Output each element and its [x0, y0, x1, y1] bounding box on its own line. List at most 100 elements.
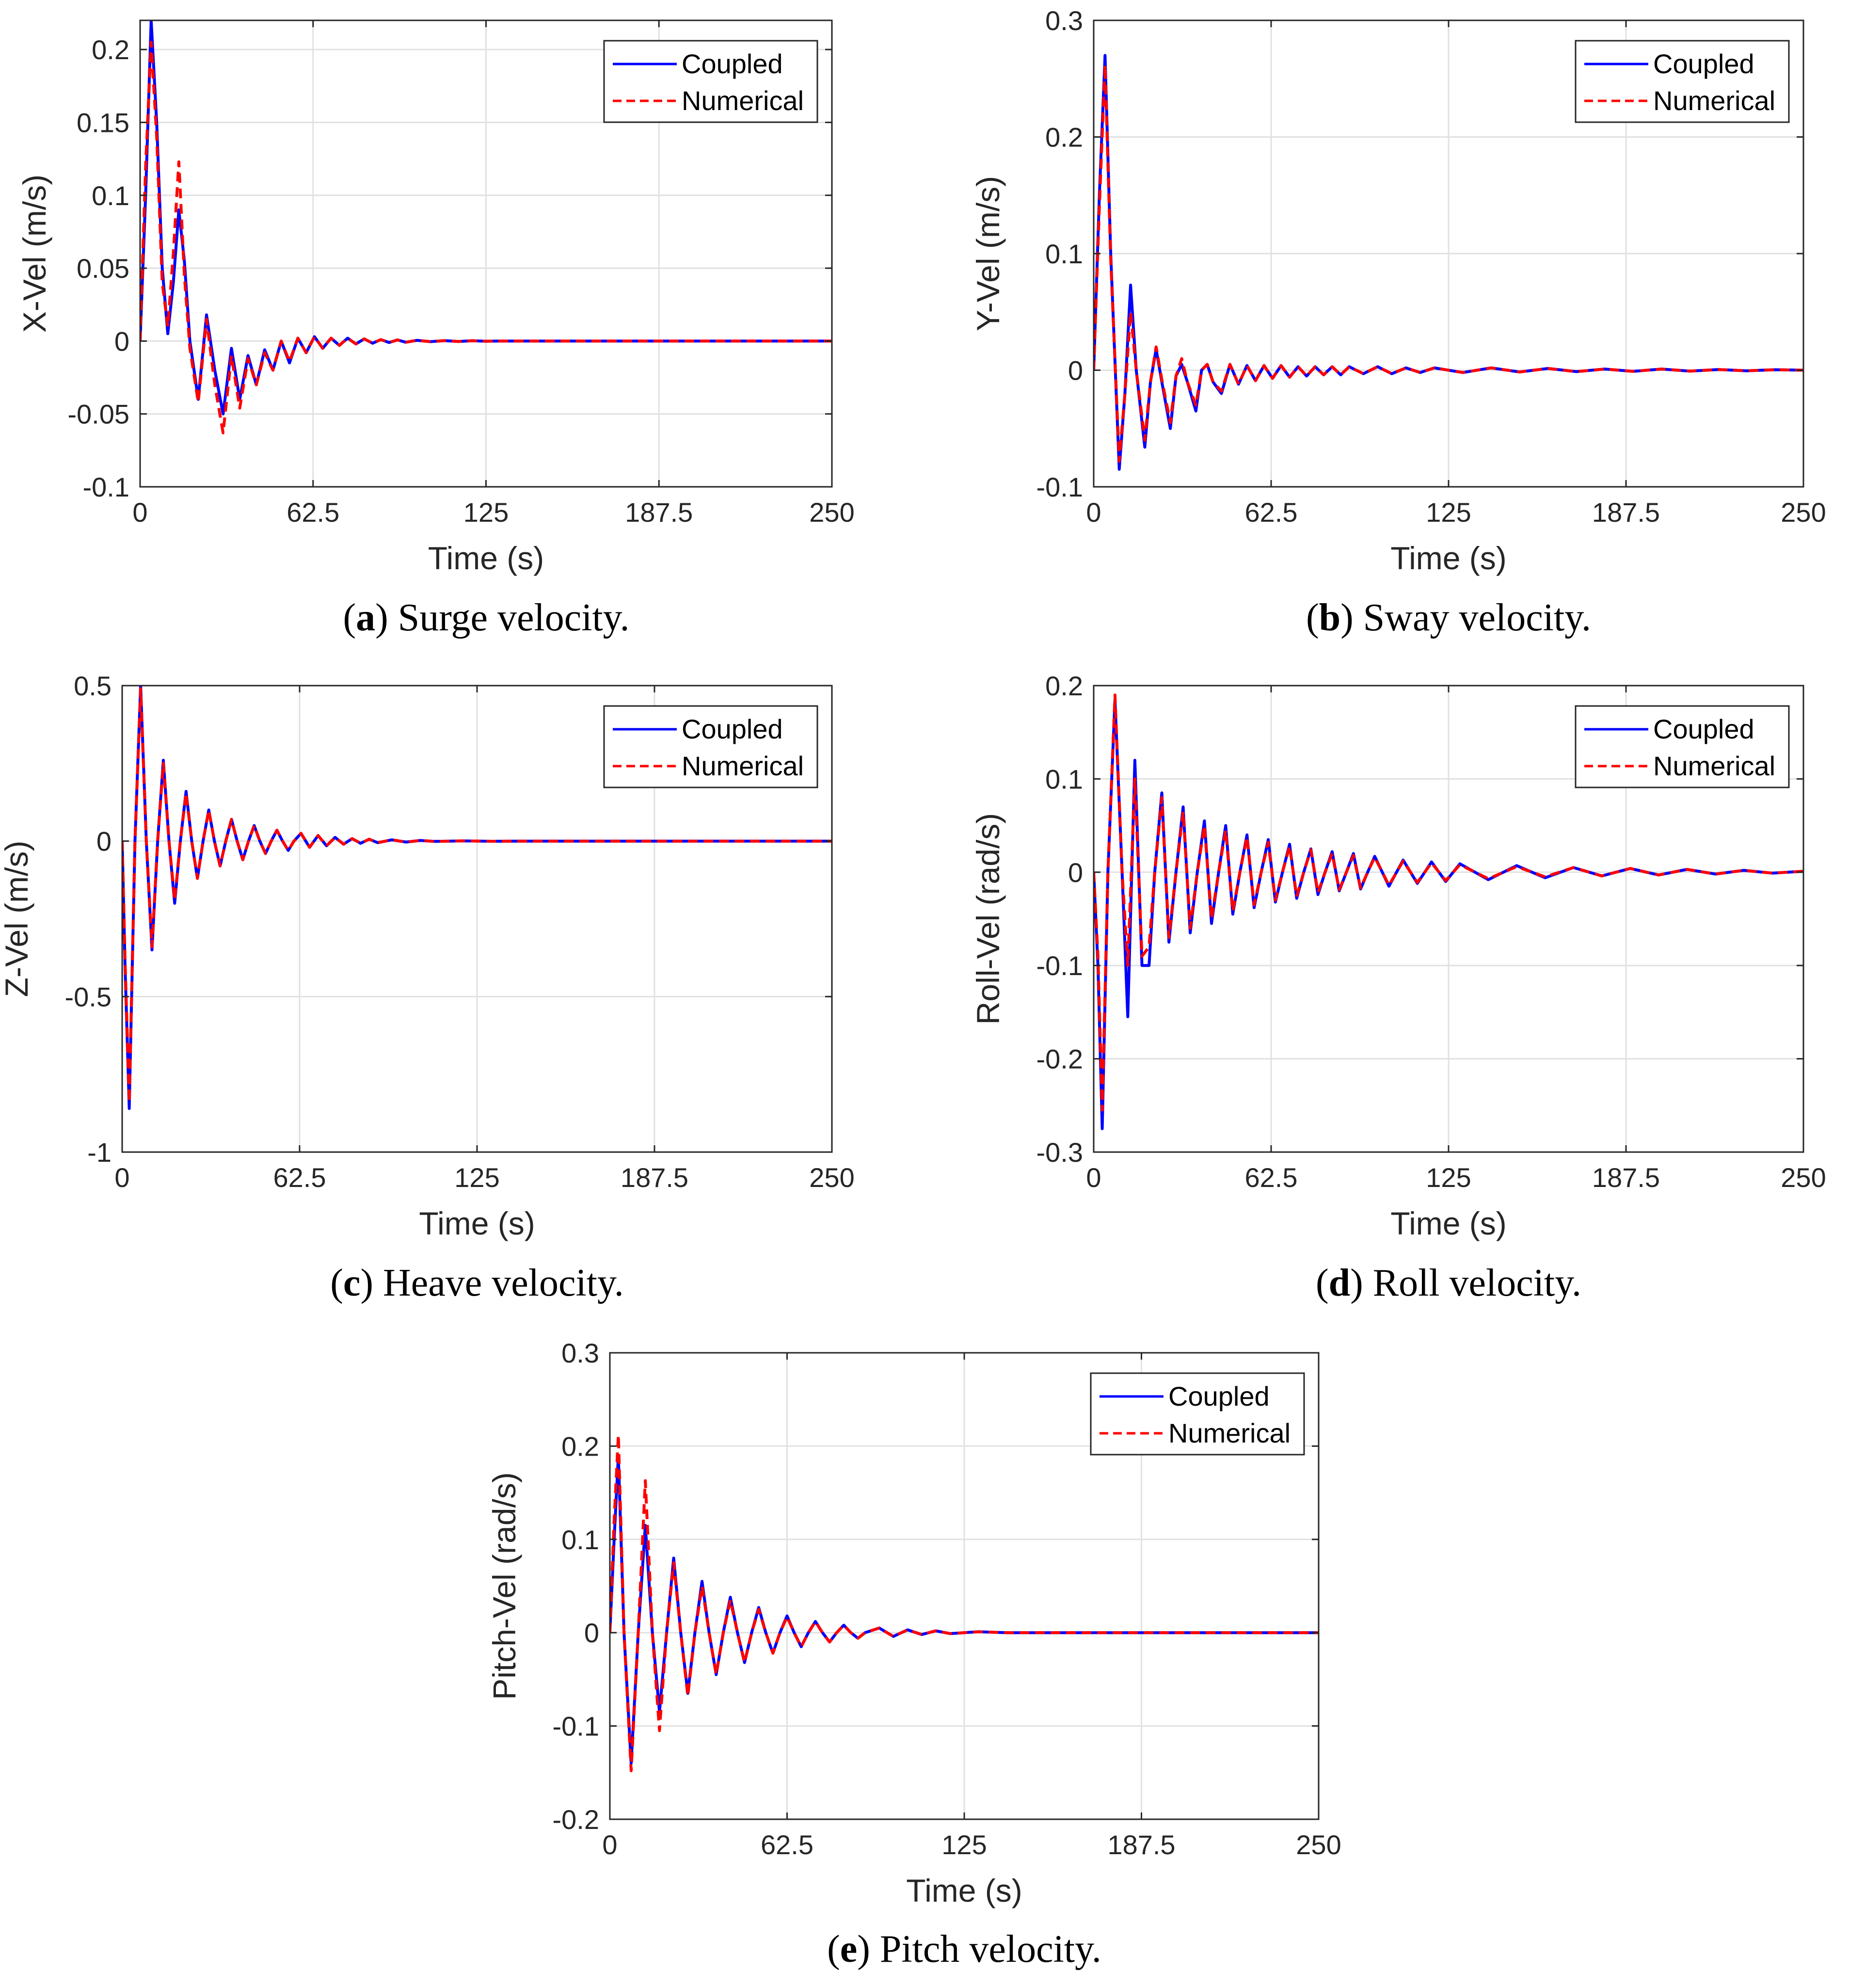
y-tick-label: -0.05 [67, 399, 129, 430]
series-numerical-line [122, 687, 832, 1104]
y-tick-label: -0.1 [83, 472, 130, 502]
legend-numerical-label: Numerical [1653, 751, 1775, 781]
caption-paren-open: ( [1316, 1262, 1329, 1304]
x-axis-label: Time (s) [1390, 540, 1507, 576]
legend: Coupled Numerical [1575, 40, 1790, 123]
y-tick-label: -0.5 [65, 981, 112, 1012]
caption-paren-close: ) [375, 596, 388, 639]
caption-paren-close: ) [360, 1262, 373, 1304]
legend-coupled-label: Coupled [1168, 1381, 1270, 1411]
x-tick-label: 62.5 [273, 1162, 326, 1193]
legend-coupled-label: Coupled [682, 48, 783, 79]
legend-coupled-label: Coupled [1653, 48, 1754, 79]
caption-paren-close: ) [1340, 596, 1354, 639]
subfigure-caption: (a) Surge velocity. [343, 596, 630, 639]
caption-paren-open: ( [330, 1262, 343, 1304]
y-tick-label: 0 [1068, 355, 1083, 386]
x-tick-label: 62.5 [761, 1829, 813, 1860]
y-tick-label: 0.2 [561, 1431, 599, 1461]
x-tick-label: 125 [941, 1829, 987, 1860]
y-tick-label: -0.1 [1036, 950, 1084, 981]
x-tick-label: 187.5 [625, 497, 693, 528]
x-tick-label: 187.5 [1592, 1162, 1660, 1193]
x-tick-label: 250 [1781, 1162, 1826, 1193]
legend-numerical-label: Numerical [682, 751, 804, 781]
legend-box [603, 705, 818, 788]
y-tick-label: -0.3 [1036, 1137, 1084, 1168]
x-tick-label: 0 [132, 497, 147, 528]
x-tick-label: 250 [809, 1162, 854, 1193]
y-tick-label: -0.2 [1036, 1044, 1084, 1074]
x-tick-label: 62.5 [1245, 497, 1298, 528]
caption-paren-close: ) [1350, 1262, 1363, 1304]
x-tick-label: 187.5 [621, 1162, 688, 1193]
subfigure-caption: (c) Heave velocity. [330, 1262, 624, 1304]
y-tick-label: -0.1 [553, 1711, 600, 1742]
caption-letter: e [840, 1928, 858, 1971]
y-tick-label: 0.2 [1045, 671, 1083, 701]
caption-text: Pitch velocity. [870, 1928, 1101, 1971]
y-tick-label: 0.3 [1045, 5, 1083, 36]
x-tick-label: 250 [1781, 497, 1826, 528]
x-tick-label: 62.5 [287, 497, 339, 528]
x-tick-label: 0 [114, 1162, 129, 1193]
caption-text: Sway velocity. [1354, 596, 1591, 639]
y-tick-label: 0.3 [561, 1338, 599, 1368]
legend: Coupled Numerical [603, 705, 818, 788]
x-tick-label: 125 [1426, 1162, 1471, 1193]
y-tick-label: 0.1 [92, 180, 129, 211]
legend-coupled-label: Coupled [1653, 714, 1754, 744]
y-tick-label: -1 [87, 1137, 112, 1168]
legend-numerical-label: Numerical [682, 85, 804, 116]
caption-text: Roll velocity. [1363, 1262, 1581, 1304]
x-axis-label: Time (s) [1390, 1205, 1507, 1241]
legend: Coupled Numerical [603, 40, 818, 123]
y-tick-label: 0 [114, 326, 129, 356]
caption-letter: c [343, 1262, 361, 1304]
legend-box [603, 40, 818, 123]
legend-coupled-label: Coupled [682, 714, 783, 744]
x-tick-label: 187.5 [1592, 497, 1660, 528]
y-axis-label: Z-Vel (m/s) [0, 841, 34, 997]
y-axis-label: Pitch-Vel (rad/s) [486, 1472, 522, 1699]
y-tick-label: 0.1 [1045, 764, 1083, 794]
x-tick-label: 250 [809, 497, 854, 528]
legend-box [1575, 40, 1790, 123]
x-axis-label: Time (s) [428, 540, 544, 576]
y-tick-label: 0.05 [77, 253, 129, 284]
y-tick-label: -0.2 [553, 1804, 600, 1835]
caption-text: Surge velocity. [388, 596, 630, 639]
y-tick-label: 0 [584, 1618, 599, 1648]
series-numerical-line [610, 1433, 1319, 1772]
chart-c: 0 62.5 125 187.5 250 -1 -0.5 0 0.5 Time (s) Z-Vel … [0, 671, 855, 1304]
y-tick-label: 0.15 [77, 107, 129, 138]
legend: Coupled Numerical [1575, 705, 1790, 788]
x-tick-label: 125 [463, 497, 509, 528]
y-tick-label: 0.5 [74, 671, 112, 701]
x-tick-label: 0 [1086, 497, 1101, 528]
legend-numerical-label: Numerical [1168, 1418, 1291, 1448]
legend: Coupled Numerical [1090, 1372, 1305, 1456]
y-tick-label: 0 [96, 826, 112, 857]
chart-d: 0 62.5 125 187.5 250 -0.3 -0.2 -0.1 0 0.1 0.2 Time … [970, 671, 1826, 1304]
caption-paren-open: ( [827, 1928, 840, 1971]
subfigure-caption: (d) Roll velocity. [1316, 1262, 1581, 1304]
x-tick-label: 125 [1426, 497, 1471, 528]
x-tick-label: 62.5 [1245, 1162, 1298, 1193]
y-tick-label: 0.2 [92, 34, 129, 65]
legend-box [1575, 705, 1790, 788]
series-numerical-line [1094, 693, 1803, 1112]
y-axis-label: X-Vel (m/s) [16, 175, 52, 333]
caption-paren-open: ( [343, 596, 356, 639]
x-tick-label: 0 [1086, 1162, 1101, 1193]
chart-e: 0 62.5 125 187.5 250 -0.2 -0.1 0 0.1 0.2 0.3 Time (… [486, 1338, 1341, 1971]
legend-box [1090, 1372, 1305, 1456]
x-tick-label: 0 [602, 1829, 617, 1860]
caption-letter: d [1329, 1262, 1351, 1304]
caption-letter: a [356, 596, 375, 639]
chart-a: 0 62.5 125 187.5 250 -0.1 -0.05 0 0.05 0.1 0.15 0.2… [16, 19, 855, 639]
x-tick-label: 187.5 [1107, 1829, 1175, 1860]
series-numerical-line [140, 41, 832, 434]
